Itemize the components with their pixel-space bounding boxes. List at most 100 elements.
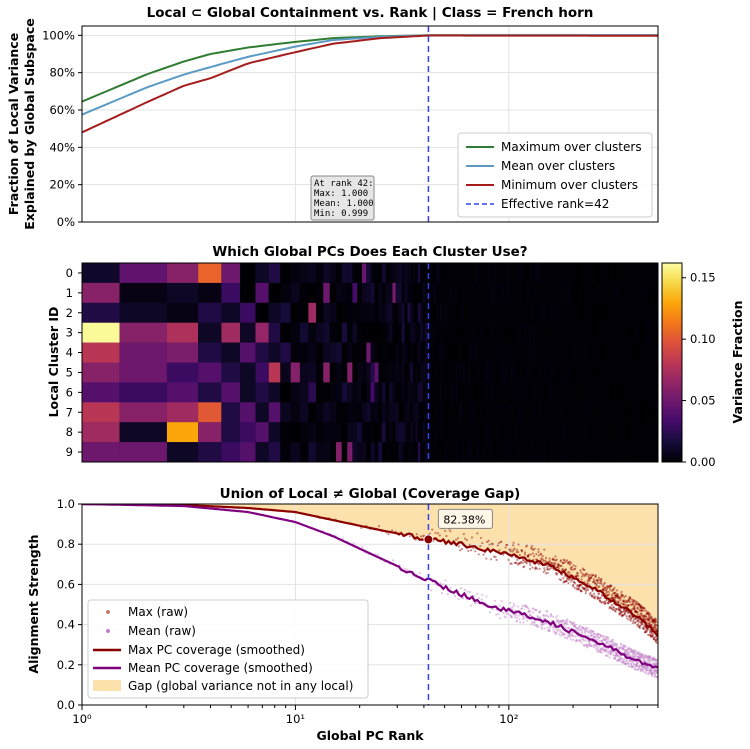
heatmap-cell — [512, 442, 514, 463]
heatmap-cell — [556, 322, 558, 343]
heatmap-cell — [454, 322, 456, 343]
heatmap-cell — [477, 402, 480, 423]
heatmap-cell — [530, 362, 532, 383]
heatmap-cell — [435, 382, 438, 403]
heatmap-cell — [511, 422, 513, 443]
heatmap-cell — [486, 263, 488, 284]
heatmap-cell — [472, 362, 474, 383]
heatmap-cell — [553, 442, 555, 463]
heatmap-cell — [535, 442, 537, 463]
heatmap-cell — [299, 442, 309, 463]
heatmap-cell — [323, 263, 330, 284]
heatmap-cell — [452, 342, 455, 363]
heatmap-cell — [429, 402, 432, 423]
heatmap-cell — [280, 322, 291, 343]
heatmap-cell — [323, 382, 330, 403]
heatmap-cell — [532, 422, 534, 443]
heatmap-cell — [336, 382, 342, 403]
heatmap-cell — [544, 322, 545, 343]
heatmap-cell — [559, 342, 560, 363]
heatmap-cell — [505, 282, 507, 303]
heatmap-cell — [566, 362, 567, 383]
heatmap-cell — [471, 322, 473, 343]
heatmap-cell — [240, 322, 256, 343]
heatmap-cell — [435, 322, 438, 343]
heatmap-cell — [221, 282, 241, 303]
heatmap-cell — [433, 442, 436, 463]
heatmap-cell — [525, 422, 527, 443]
heatmap-cell — [539, 322, 540, 343]
heatmap-cell — [308, 442, 317, 463]
heatmap-cell — [528, 422, 530, 443]
heatmap-cell — [529, 322, 530, 343]
heatmap-cell — [366, 422, 371, 443]
heatmap-cell — [450, 422, 453, 443]
heatmap-cell — [518, 442, 520, 463]
heatmap-cell — [556, 402, 558, 423]
heatmap-cell — [548, 322, 550, 343]
heatmap-cell — [560, 382, 562, 403]
heatmap-cell — [541, 382, 543, 403]
heatmap-cell — [341, 362, 348, 383]
heatmap-cell — [484, 263, 486, 284]
heatmap-cell — [374, 362, 379, 383]
heatmap-cell — [420, 442, 423, 463]
heatmap-cell — [554, 442, 555, 463]
heatmap-cell — [560, 422, 562, 443]
heatmap-cell — [290, 322, 300, 343]
heatmap-cell — [542, 342, 544, 363]
heatmap-cell — [433, 402, 436, 423]
heatmap-cell — [280, 302, 291, 323]
heatmap-cell — [539, 422, 541, 443]
heatmap-cell — [542, 382, 544, 403]
heatmap-cell — [481, 442, 483, 463]
heatmap-cell — [559, 402, 561, 423]
heatmap-cell — [508, 382, 510, 403]
heatmap-cell — [552, 302, 554, 323]
heatmap-cell — [352, 342, 358, 363]
heatmap-cell — [566, 282, 568, 303]
heatmap-cell — [549, 382, 550, 403]
heatmap-cell — [544, 302, 546, 323]
heatmap-cell — [493, 322, 495, 343]
heatmap-cell — [552, 382, 554, 403]
heatmap-cell — [497, 382, 499, 403]
heatmap-cell — [510, 442, 512, 463]
heatmap-cell — [268, 322, 281, 343]
heatmap-cell — [525, 362, 527, 383]
heatmap-cell — [558, 282, 560, 303]
heatmap-cell — [540, 302, 542, 323]
heatmap-cell — [500, 362, 502, 383]
heatmap-cell — [357, 402, 362, 423]
heatmap-cell — [566, 362, 568, 383]
heatmap-cell — [268, 282, 281, 303]
heatmap-cell — [455, 302, 458, 323]
heatmap-cell — [361, 302, 367, 323]
heatmap-cell — [268, 263, 281, 284]
heatmap-cell — [495, 402, 497, 423]
heatmap-cell — [484, 362, 486, 383]
heatmap-cell — [560, 402, 561, 423]
heatmap-cell — [530, 402, 532, 423]
heatmap-cell — [520, 362, 522, 383]
heatmap-cell — [437, 362, 440, 383]
heatmap-cell — [404, 342, 408, 363]
heatmap-cell — [511, 402, 513, 423]
heatmap-cell — [443, 382, 446, 403]
heatmap-cell — [494, 362, 496, 383]
panel1-annotation-box: At rank 42: Max: 1.000 Mean: 1.000 Min: … — [310, 175, 375, 221]
heatmap-cell — [559, 422, 561, 443]
heatmap-cell — [268, 302, 281, 323]
heatmap-cell — [441, 342, 444, 363]
heatmap-cell — [509, 442, 511, 463]
heatmap-cell — [541, 342, 543, 363]
heatmap-cell — [505, 302, 507, 323]
heatmap-cell — [545, 322, 547, 343]
heatmap-cell — [290, 342, 300, 363]
heatmap-cell — [512, 422, 513, 443]
heatmap-cell — [553, 342, 554, 363]
heatmap-cell — [392, 322, 396, 343]
heatmap-cell — [566, 382, 568, 403]
heatmap-cell — [385, 342, 390, 363]
heatmap-cell — [473, 342, 476, 363]
